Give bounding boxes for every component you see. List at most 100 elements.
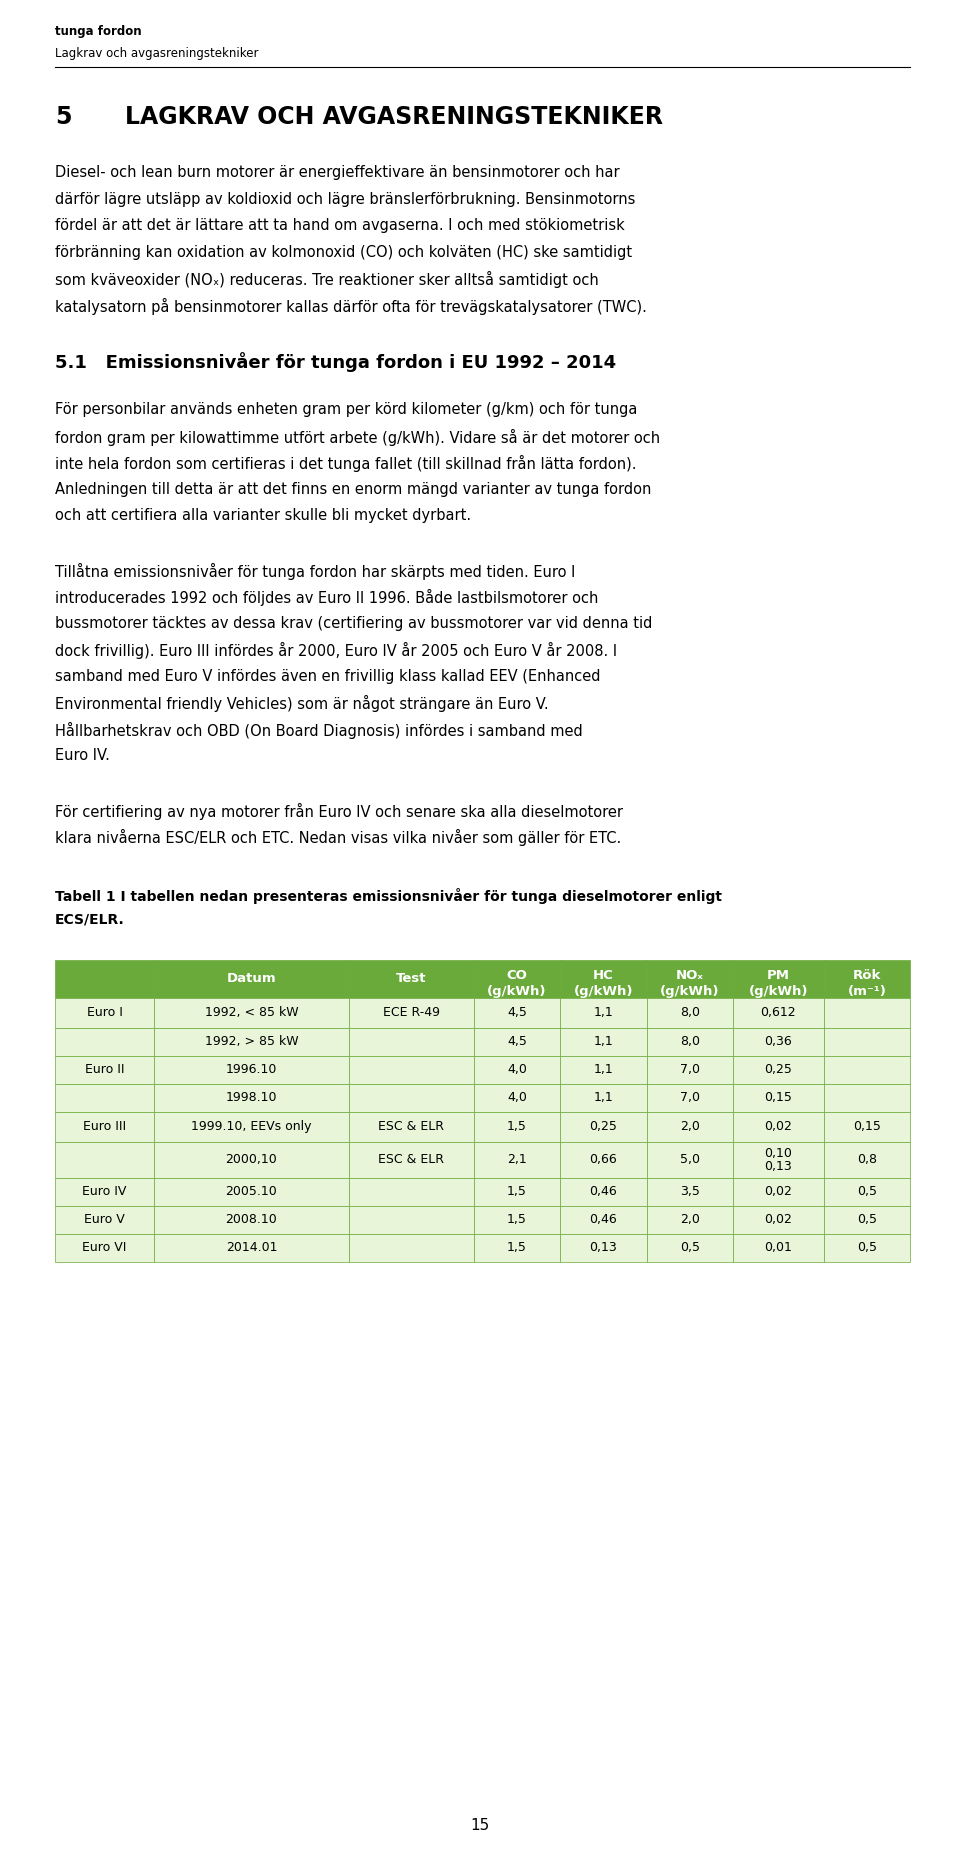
Text: ECS/ELR.: ECS/ELR.: [55, 913, 125, 926]
Bar: [348, 997, 474, 1029]
Text: Euro VI: Euro VI: [83, 1241, 127, 1254]
Bar: [348, 1056, 474, 1084]
Bar: [732, 1084, 824, 1112]
Bar: [474, 1205, 561, 1233]
Text: 1992, < 85 kW: 1992, < 85 kW: [204, 1006, 299, 1019]
Bar: [474, 1112, 561, 1142]
Bar: [561, 1029, 647, 1056]
Text: klara nivåerna ESC/ELR och ETC. Nedan visas vilka nivåer som gäller för ETC.: klara nivåerna ESC/ELR och ETC. Nedan vi…: [55, 830, 621, 846]
Text: 4,0: 4,0: [507, 1092, 527, 1105]
Text: fördel är att det är lättare att ta hand om avgaserna. I och med stökiometrisk: fördel är att det är lättare att ta hand…: [55, 218, 625, 232]
Text: (g/kWh): (g/kWh): [574, 986, 634, 999]
Text: 0,5: 0,5: [857, 1185, 876, 1198]
Bar: [155, 1112, 348, 1142]
Bar: [155, 1233, 348, 1261]
Text: 0,15: 0,15: [852, 1120, 880, 1133]
Text: 7,0: 7,0: [680, 1092, 700, 1105]
Bar: [732, 1177, 824, 1205]
Text: 2000,10: 2000,10: [226, 1153, 277, 1166]
Bar: [55, 1142, 155, 1177]
Text: 2005.10: 2005.10: [226, 1185, 277, 1198]
Text: 1999.10, EEVs only: 1999.10, EEVs only: [191, 1120, 312, 1133]
Bar: [732, 1205, 824, 1233]
Text: och att certifiera alla varianter skulle bli mycket dyrbart.: och att certifiera alla varianter skulle…: [55, 508, 471, 523]
Text: 0,66: 0,66: [589, 1153, 617, 1166]
Bar: [824, 1142, 910, 1177]
Text: 4,5: 4,5: [507, 1006, 527, 1019]
Bar: [647, 960, 732, 997]
Bar: [155, 1205, 348, 1233]
Text: 2008.10: 2008.10: [226, 1213, 277, 1226]
Bar: [732, 960, 824, 997]
Bar: [732, 1112, 824, 1142]
Bar: [824, 1205, 910, 1233]
Bar: [647, 1084, 732, 1112]
Text: 7,0: 7,0: [680, 1064, 700, 1077]
Text: 0,46: 0,46: [589, 1185, 617, 1198]
Bar: [155, 1029, 348, 1056]
Bar: [824, 960, 910, 997]
Text: 0,5: 0,5: [857, 1213, 876, 1226]
Text: 0,02: 0,02: [764, 1185, 792, 1198]
Text: 15: 15: [470, 1817, 490, 1832]
Bar: [474, 1142, 561, 1177]
Text: 1,5: 1,5: [507, 1120, 527, 1133]
Bar: [647, 1177, 732, 1205]
Text: ECE R-49: ECE R-49: [383, 1006, 440, 1019]
Text: 0,01: 0,01: [764, 1241, 792, 1254]
Text: För personbilar används enheten gram per körd kilometer (g/km) och för tunga: För personbilar används enheten gram per…: [55, 402, 637, 417]
Text: 0,02: 0,02: [764, 1120, 792, 1133]
Text: 1,5: 1,5: [507, 1241, 527, 1254]
Text: (g/kWh): (g/kWh): [488, 986, 547, 999]
Text: 1,1: 1,1: [593, 1006, 613, 1019]
Bar: [55, 1112, 155, 1142]
Text: 1998.10: 1998.10: [226, 1092, 277, 1105]
Text: Euro V: Euro V: [84, 1213, 125, 1226]
Text: 0,5: 0,5: [857, 1241, 876, 1254]
Text: bussmotorer täcktes av dessa krav (certifiering av bussmotorer var vid denna tid: bussmotorer täcktes av dessa krav (certi…: [55, 616, 653, 631]
Text: (m⁻¹): (m⁻¹): [848, 986, 886, 999]
Bar: [474, 1056, 561, 1084]
Bar: [348, 1029, 474, 1056]
Bar: [55, 1233, 155, 1261]
Text: Euro II: Euro II: [84, 1064, 125, 1077]
Bar: [824, 1084, 910, 1112]
Bar: [474, 997, 561, 1029]
Text: Euro IV: Euro IV: [83, 1185, 127, 1198]
Text: 0,36: 0,36: [764, 1036, 792, 1049]
Text: 1,1: 1,1: [593, 1064, 613, 1077]
Text: 1,1: 1,1: [593, 1092, 613, 1105]
Bar: [647, 1233, 732, 1261]
Text: 4,0: 4,0: [507, 1064, 527, 1077]
Text: Lagkrav och avgasreningstekniker: Lagkrav och avgasreningstekniker: [55, 46, 258, 60]
Text: dock frivillig). Euro III infördes år 2000, Euro IV år 2005 och Euro V år 2008. : dock frivillig). Euro III infördes år 20…: [55, 642, 617, 658]
Text: 2,0: 2,0: [680, 1213, 700, 1226]
Bar: [561, 960, 647, 997]
Bar: [561, 1177, 647, 1205]
Bar: [732, 1029, 824, 1056]
Text: ESC & ELR: ESC & ELR: [378, 1120, 444, 1133]
Text: 3,5: 3,5: [680, 1185, 700, 1198]
Text: Tillåtna emissionsnivåer för tunga fordon har skärpts med tiden. Euro I: Tillåtna emissionsnivåer för tunga fordo…: [55, 562, 575, 580]
Bar: [155, 1056, 348, 1084]
Text: 0,5: 0,5: [680, 1241, 700, 1254]
Text: (g/kWh): (g/kWh): [660, 986, 720, 999]
Text: 0,46: 0,46: [589, 1213, 617, 1226]
Text: Euro IV.: Euro IV.: [55, 748, 109, 763]
Bar: [647, 1029, 732, 1056]
Text: förbränning kan oxidation av kolmonoxid (CO) och kolväten (HC) ske samtidigt: förbränning kan oxidation av kolmonoxid …: [55, 244, 632, 260]
Text: (g/kWh): (g/kWh): [749, 986, 808, 999]
Text: 1,1: 1,1: [593, 1036, 613, 1049]
Text: katalysatorn på bensinmotorer kallas därför ofta för trevägskatalysatorer (TWC).: katalysatorn på bensinmotorer kallas där…: [55, 298, 647, 314]
Bar: [474, 960, 561, 997]
Bar: [348, 960, 474, 997]
Bar: [824, 1177, 910, 1205]
Bar: [348, 1205, 474, 1233]
Text: 5: 5: [55, 104, 71, 128]
Text: 0,15: 0,15: [764, 1092, 792, 1105]
Text: 1996.10: 1996.10: [226, 1064, 277, 1077]
Text: 8,0: 8,0: [680, 1006, 700, 1019]
Text: 0,13: 0,13: [589, 1241, 617, 1254]
Bar: [561, 1056, 647, 1084]
Text: PM: PM: [767, 969, 790, 982]
